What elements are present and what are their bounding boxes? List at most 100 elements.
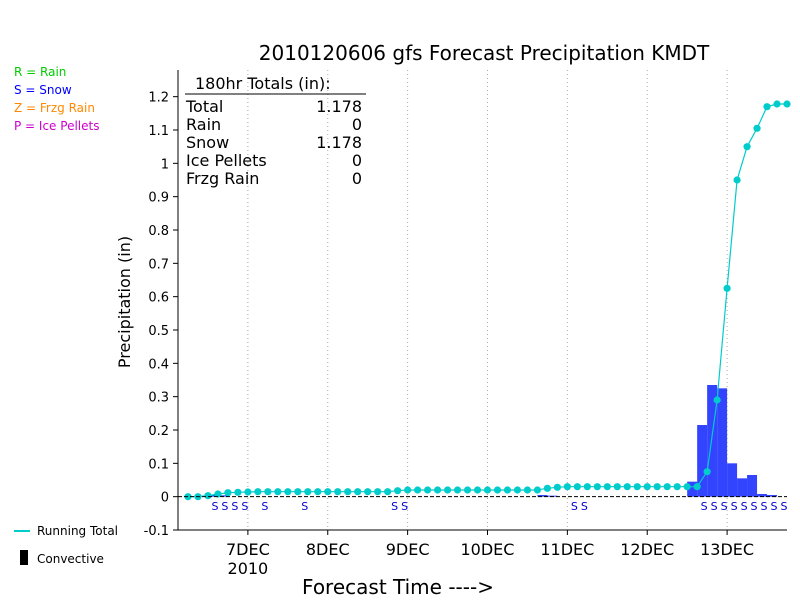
snow-type-label: S — [741, 500, 748, 513]
running-total-point — [523, 486, 532, 494]
running-total-point — [693, 483, 701, 491]
totals-row-value: 0 — [352, 169, 362, 188]
running-total-point — [743, 143, 751, 151]
snow-type-label: S — [241, 500, 248, 513]
running-total-point — [703, 468, 711, 476]
x-tick-label: 9DEC — [386, 540, 430, 559]
x-axis-label: Forecast Time ----> — [302, 575, 494, 599]
totals-row-label: Frzg Rain — [186, 169, 259, 188]
y-axis-label: Precipitation (in) — [115, 236, 134, 368]
bar-series — [197, 385, 778, 497]
running-total-point — [493, 486, 502, 494]
running-total-point — [623, 483, 631, 491]
running-total-point — [593, 483, 601, 491]
running-total-point — [583, 483, 591, 491]
running-total-point — [673, 483, 681, 491]
totals-header: 180hr Totals (in): — [195, 74, 331, 93]
running-total-point — [713, 396, 721, 404]
precip-bar — [217, 495, 228, 497]
running-total-point — [284, 488, 292, 496]
totals-row-label: Ice Pellets — [186, 151, 267, 170]
totals-row-label: Total — [185, 97, 223, 116]
running-total-point — [603, 483, 611, 491]
running-total-point — [324, 488, 332, 496]
running-total-point — [224, 489, 232, 497]
y-tick-label: 1.2 — [148, 91, 169, 106]
y-tick-label: 0.6 — [148, 291, 169, 306]
y-tick-label: 1.1 — [148, 124, 169, 139]
precip-bar — [747, 475, 758, 497]
y-tick-label: 0.3 — [148, 391, 169, 406]
snow-type-label: S — [771, 500, 778, 513]
y-tick-label: 1 — [161, 157, 169, 172]
totals-row-value: 0 — [352, 151, 362, 170]
axes — [177, 70, 787, 531]
running-total-point — [334, 488, 342, 496]
running-total-point — [663, 483, 671, 491]
precip-bar — [697, 425, 708, 497]
running-total-point — [264, 488, 272, 496]
y-tick-label: 0.9 — [148, 191, 169, 206]
running-total-point — [633, 483, 641, 491]
snow-type-label: S — [231, 500, 238, 513]
y-tick-label: 0.8 — [148, 224, 169, 239]
running-total-point — [234, 488, 242, 496]
legend-item: S = Snow — [14, 83, 72, 97]
snow-type-label: S — [211, 500, 218, 513]
totals-row-value: 0 — [352, 115, 362, 134]
running-total-point — [374, 488, 382, 496]
running-total-series — [184, 100, 791, 501]
running-total-point — [344, 488, 352, 496]
running-total-point — [753, 124, 761, 132]
running-total-point — [433, 486, 442, 494]
y-tick-label: -0.1 — [144, 524, 169, 539]
running-total-point — [773, 100, 781, 108]
running-total-point — [463, 486, 472, 494]
convective-label: Convective — [37, 552, 104, 566]
running-total-point — [204, 492, 212, 500]
x-tick-sublabel: 2010 — [228, 559, 269, 578]
snow-type-label: S — [401, 500, 408, 513]
running-total-point — [354, 488, 362, 496]
legend-item: R = Rain — [14, 65, 66, 79]
snow-type-label: S — [581, 500, 588, 513]
y-tick-label: 0.4 — [148, 357, 169, 372]
totals-row-value: 1.178 — [316, 97, 362, 116]
precip-bar — [717, 388, 728, 497]
running-total-point — [443, 486, 452, 494]
precip-bar — [737, 478, 748, 497]
running-total-point — [783, 100, 791, 108]
precip-bar — [687, 481, 698, 497]
running-total-point — [414, 486, 422, 494]
y-tick-labels: -0.1 0 0.1 0.2 0.3 0.4 0.5 0.6 0.7 0.8 0.9 1 1.1 1.2 — [144, 91, 178, 539]
totals-row-value: 1.178 — [316, 133, 362, 152]
running-total-point — [304, 488, 312, 496]
chart-title: 2010120606 gfs Forecast Precipitation KM… — [259, 41, 710, 65]
running-total-point — [394, 487, 402, 495]
precip-bar — [767, 495, 778, 497]
running-total-point — [733, 176, 741, 184]
running-total-point — [653, 483, 661, 491]
running-total-point — [613, 483, 621, 491]
running-total-point — [483, 486, 492, 494]
snow-type-label: S — [721, 500, 728, 513]
running-total-point — [214, 490, 222, 498]
snow-type-label: S — [701, 500, 708, 513]
running-total-point — [423, 486, 432, 494]
y-tick-label: 0.5 — [148, 324, 169, 339]
running-total-point — [473, 486, 482, 494]
snow-type-label: S — [751, 500, 758, 513]
x-tick-label: 7DEC — [226, 540, 270, 559]
snow-type-label: S — [221, 500, 228, 513]
snow-type-label: S — [571, 500, 578, 513]
running-total-point — [563, 483, 571, 491]
legend-item: Z = Frzg Rain — [14, 101, 95, 115]
snow-type-label: S — [761, 500, 768, 513]
totals-row-label: Rain — [186, 115, 221, 134]
running-total-point — [314, 488, 322, 496]
x-tick-label: 12DEC — [620, 540, 674, 559]
running-total-point — [274, 488, 282, 496]
